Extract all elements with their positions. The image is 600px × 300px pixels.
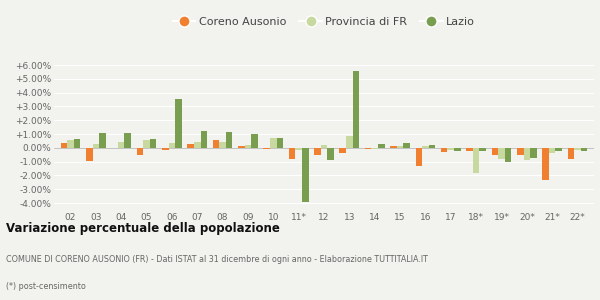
Bar xyxy=(289,148,295,159)
Bar xyxy=(295,148,302,150)
Text: Variazione percentuale della popolazione: Variazione percentuale della popolazione xyxy=(6,222,280,235)
Bar xyxy=(150,139,157,148)
Bar xyxy=(321,145,327,148)
Bar xyxy=(448,148,454,150)
Bar xyxy=(530,148,537,158)
Bar xyxy=(454,148,461,151)
Bar xyxy=(263,148,270,149)
Bar xyxy=(466,148,473,151)
Bar xyxy=(74,139,80,148)
Bar xyxy=(517,148,524,155)
Bar xyxy=(491,148,498,155)
Bar xyxy=(441,148,448,152)
Bar xyxy=(422,146,429,148)
Bar xyxy=(568,148,574,159)
Bar xyxy=(67,140,74,148)
Bar xyxy=(61,143,67,148)
Bar xyxy=(416,148,422,166)
Bar xyxy=(277,137,283,148)
Bar xyxy=(92,144,99,148)
Bar xyxy=(505,148,511,162)
Bar xyxy=(99,133,106,148)
Bar xyxy=(219,142,226,148)
Bar xyxy=(327,148,334,160)
Bar xyxy=(390,146,397,148)
Bar xyxy=(187,144,194,148)
Bar xyxy=(302,148,308,203)
Text: (*) post-censimento: (*) post-censimento xyxy=(6,282,86,291)
Bar xyxy=(175,99,182,148)
Bar xyxy=(371,148,378,149)
Bar xyxy=(549,148,556,153)
Bar xyxy=(429,145,435,148)
Bar xyxy=(194,142,200,148)
Bar xyxy=(137,148,143,155)
Bar xyxy=(403,143,410,148)
Bar xyxy=(143,140,150,148)
Bar xyxy=(245,145,251,148)
Bar xyxy=(473,148,479,173)
Bar xyxy=(524,148,530,160)
Bar xyxy=(353,71,359,148)
Bar xyxy=(346,136,353,148)
Bar xyxy=(542,148,549,180)
Bar xyxy=(340,148,346,153)
Bar xyxy=(378,144,385,148)
Bar xyxy=(251,134,258,148)
Bar xyxy=(498,148,505,159)
Bar xyxy=(574,148,581,150)
Legend: Coreno Ausonio, Provincia di FR, Lazio: Coreno Ausonio, Provincia di FR, Lazio xyxy=(169,13,479,32)
Bar xyxy=(118,142,124,148)
Text: COMUNE DI CORENO AUSONIO (FR) - Dati ISTAT al 31 dicembre di ogni anno - Elabora: COMUNE DI CORENO AUSONIO (FR) - Dati IST… xyxy=(6,255,428,264)
Bar xyxy=(581,148,587,151)
Bar xyxy=(86,148,92,161)
Bar xyxy=(213,140,219,148)
Bar xyxy=(270,138,277,148)
Bar xyxy=(200,131,207,148)
Bar xyxy=(162,148,169,150)
Bar xyxy=(365,148,371,149)
Bar xyxy=(169,143,175,148)
Bar xyxy=(479,148,486,151)
Bar xyxy=(124,133,131,148)
Bar xyxy=(314,148,321,155)
Bar xyxy=(556,148,562,151)
Bar xyxy=(226,132,232,148)
Bar xyxy=(397,146,403,148)
Bar xyxy=(238,146,245,148)
